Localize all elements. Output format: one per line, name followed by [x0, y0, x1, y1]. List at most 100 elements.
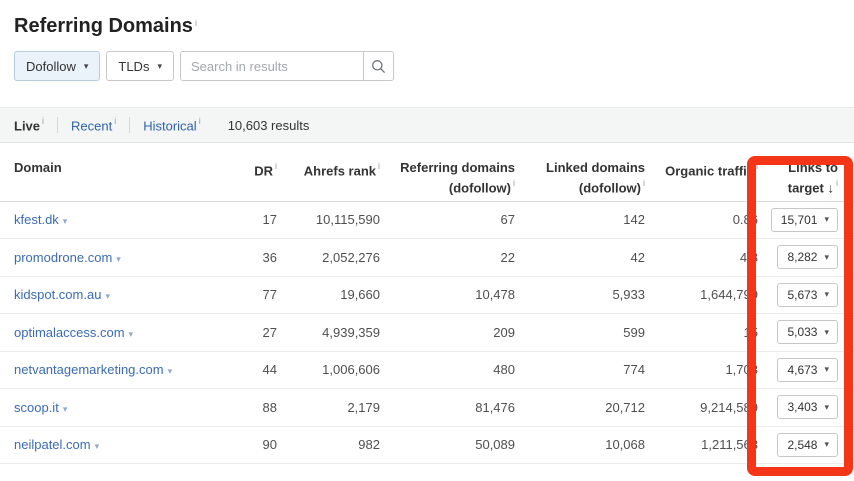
organic-traffic-value: 1,703	[645, 351, 758, 389]
search-input[interactable]	[180, 52, 363, 80]
links-to-target-dropdown[interactable]: 5,033 ▾	[777, 320, 838, 345]
search-icon	[372, 59, 385, 73]
domain-link[interactable]: netvantagemarketing.com	[14, 362, 164, 378]
sort-desc-icon: ↓	[827, 180, 835, 196]
referring-domains-value: 209	[380, 313, 515, 352]
referring-domains-value: 480	[380, 351, 515, 389]
caret-down-icon: ▾	[824, 326, 829, 337]
column-header-dr[interactable]: DR i	[226, 143, 277, 202]
links-to-target-dropdown[interactable]: 15,701 ▾	[770, 207, 838, 232]
table-header-row: Domain DR i Ahrefs rank i Referring domain…	[0, 143, 854, 202]
caret-down-icon[interactable]: ▾	[105, 291, 110, 302]
dr-value: 36	[226, 238, 277, 277]
caret-down-icon: ▾	[824, 251, 829, 262]
table-row: optimalaccess.com ▾ 27 4,939,359 209 599 …	[0, 313, 854, 352]
column-header-referring-domains[interactable]: Referring domains (dofollow) i	[380, 143, 515, 202]
info-icon: i	[378, 161, 380, 171]
referring-domains-value: 67	[380, 201, 515, 239]
caret-down-icon: ▾	[83, 60, 89, 71]
domain-link[interactable]: optimalaccess.com	[14, 324, 125, 340]
column-header-linked-domains[interactable]: Linked domains (dofollow) i	[515, 143, 645, 202]
table-row: kidspot.com.au ▾ 77 19,660 10,478 5,933 1…	[0, 276, 854, 314]
referring-domains-table: Domain DR i Ahrefs rank i Referring domain…	[0, 143, 854, 464]
organic-traffic-value: 9,214,589	[645, 388, 758, 427]
table-row: scoop.it ▾ 88 2,179 81,476 20,712 9,214,5…	[0, 388, 854, 427]
dr-value: 77	[226, 276, 277, 314]
dr-value: 88	[226, 388, 277, 427]
domain-link[interactable]: neilpatel.com	[14, 437, 91, 453]
organic-traffic-value: 1,211,563	[645, 426, 758, 464]
ahrefs-rank-value: 2,179	[277, 388, 380, 427]
page-header: Referring Domains i	[14, 15, 840, 38]
dr-value: 27	[226, 313, 277, 352]
info-icon: i	[836, 178, 838, 188]
info-icon: i	[513, 178, 515, 188]
info-icon: i	[756, 161, 758, 171]
column-header-links-to-target[interactable]: Links to target ↓ i	[758, 143, 854, 202]
links-to-target-dropdown[interactable]: 4,673 ▾	[777, 357, 838, 382]
caret-down-icon[interactable]: ▾	[128, 328, 134, 339]
links-to-target-dropdown[interactable]: 8,282 ▾	[777, 245, 838, 270]
caret-down-icon: ▾	[157, 60, 162, 71]
page-title: Referring Domains	[14, 15, 193, 37]
linked-domains-value: 599	[515, 313, 645, 352]
referring-domains-value: 81,476	[380, 388, 515, 427]
column-header-ahrefs-rank[interactable]: Ahrefs rank i	[277, 143, 380, 202]
organic-traffic-value: 4.8	[645, 238, 758, 277]
filter-bar: Dofollow ▾ TLDs ▾	[14, 51, 840, 81]
caret-down-icon: ▾	[824, 439, 829, 450]
caret-down-icon[interactable]: ▾	[62, 216, 68, 227]
caret-down-icon[interactable]: ▾	[167, 366, 173, 377]
linked-domains-value: 20,712	[515, 388, 645, 427]
linked-domains-value: 774	[515, 351, 645, 389]
ahrefs-rank-value: 1,006,606	[277, 351, 380, 389]
organic-traffic-value: 1,644,799	[645, 276, 758, 314]
tab-recent[interactable]: Recent i	[71, 115, 117, 134]
info-icon: i	[275, 161, 277, 171]
links-to-target-dropdown[interactable]: 5,673 ▾	[777, 282, 838, 307]
caret-down-icon[interactable]: ▾	[94, 441, 100, 452]
linked-domains-value: 42	[515, 238, 645, 277]
caret-down-icon[interactable]: ▾	[116, 253, 121, 264]
table-row: kfest.dk ▾ 17 10,115,590 67 142 0.86 15,7…	[0, 201, 854, 239]
dr-value: 17	[226, 201, 277, 239]
referring-domains-value: 10,478	[380, 276, 515, 314]
domain-link[interactable]: scoop.it	[14, 399, 59, 415]
ahrefs-rank-value: 2,052,276	[277, 238, 380, 277]
referring-domains-value: 50,089	[380, 426, 515, 464]
caret-down-icon: ▾	[824, 214, 829, 225]
links-to-target-dropdown[interactable]: 3,403 ▾	[777, 395, 838, 420]
ahrefs-rank-value: 982	[277, 426, 380, 464]
tab-divider	[57, 117, 59, 133]
search-button[interactable]	[362, 52, 393, 80]
domain-link[interactable]: kfest.dk	[14, 212, 59, 228]
dr-value: 44	[226, 351, 277, 389]
ahrefs-rank-value: 4,939,359	[277, 313, 380, 352]
organic-traffic-value: 15	[645, 313, 758, 352]
table-row: promodrone.com ▾ 36 2,052,276 22 42 4.8 8…	[0, 238, 854, 277]
dofollow-filter-dropdown[interactable]: Dofollow ▾	[14, 51, 101, 81]
domain-link[interactable]: promodrone.com	[14, 249, 113, 265]
info-icon: i	[114, 115, 117, 126]
caret-down-icon[interactable]: ▾	[62, 403, 68, 414]
dofollow-filter-label: Dofollow	[26, 58, 76, 74]
tab-historical[interactable]: Historical i	[143, 115, 201, 134]
linked-domains-value: 5,933	[515, 276, 645, 314]
table-row: neilpatel.com ▾ 90 982 50,089 10,068 1,21…	[0, 426, 854, 464]
domain-link[interactable]: kidspot.com.au	[14, 287, 102, 303]
info-icon: i	[198, 115, 201, 126]
organic-traffic-value: 0.86	[645, 201, 758, 239]
tlds-filter-dropdown[interactable]: TLDs ▾	[106, 51, 174, 81]
links-to-target-dropdown[interactable]: 2,548 ▾	[777, 432, 838, 457]
tab-divider	[129, 117, 131, 133]
tab-live[interactable]: Live i	[14, 115, 45, 134]
column-header-organic-traffic[interactable]: Organic traffic i	[645, 143, 758, 202]
column-header-domain[interactable]: Domain	[0, 143, 226, 202]
search-box	[179, 51, 394, 81]
caret-down-icon: ▾	[824, 401, 829, 412]
ahrefs-rank-value: 10,115,590	[277, 201, 380, 239]
tlds-filter-label: TLDs	[118, 58, 150, 74]
caret-down-icon: ▾	[824, 289, 829, 300]
referring-domains-value: 22	[380, 238, 515, 277]
caret-down-icon: ▾	[824, 364, 829, 375]
